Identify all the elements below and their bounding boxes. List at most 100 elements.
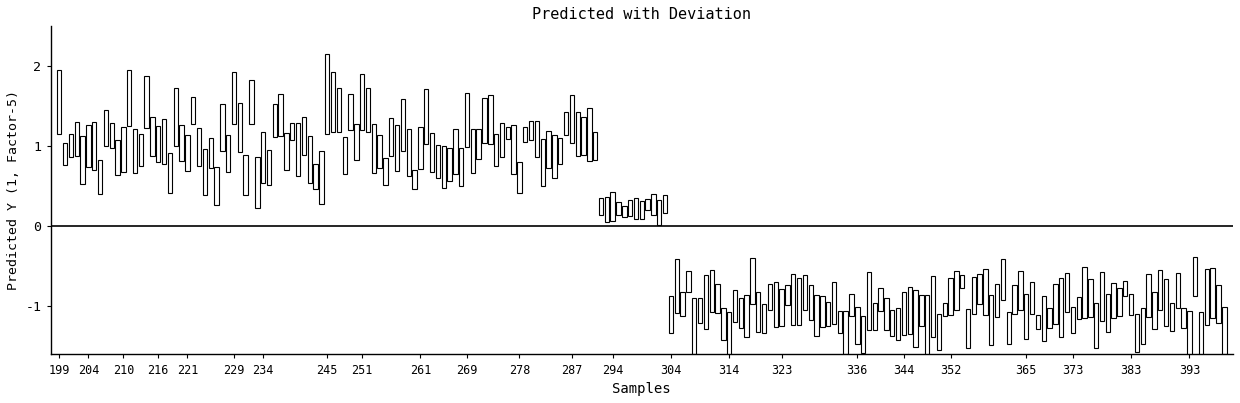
FancyBboxPatch shape <box>1035 315 1040 329</box>
FancyBboxPatch shape <box>301 117 306 156</box>
FancyBboxPatch shape <box>791 274 795 325</box>
FancyBboxPatch shape <box>1048 308 1052 328</box>
FancyBboxPatch shape <box>919 295 924 326</box>
FancyBboxPatch shape <box>861 316 866 353</box>
FancyBboxPatch shape <box>1141 308 1145 345</box>
FancyBboxPatch shape <box>296 123 300 176</box>
FancyBboxPatch shape <box>761 304 766 333</box>
FancyBboxPatch shape <box>476 129 481 159</box>
FancyBboxPatch shape <box>994 284 999 317</box>
FancyBboxPatch shape <box>663 195 667 213</box>
FancyBboxPatch shape <box>401 99 405 151</box>
FancyBboxPatch shape <box>983 270 988 315</box>
FancyBboxPatch shape <box>552 135 557 179</box>
FancyBboxPatch shape <box>325 54 330 134</box>
FancyBboxPatch shape <box>593 133 598 160</box>
FancyBboxPatch shape <box>785 285 790 305</box>
FancyBboxPatch shape <box>1083 267 1086 318</box>
FancyBboxPatch shape <box>977 274 982 304</box>
FancyBboxPatch shape <box>575 112 580 156</box>
FancyBboxPatch shape <box>646 199 650 210</box>
FancyBboxPatch shape <box>739 298 743 328</box>
FancyBboxPatch shape <box>1135 314 1140 352</box>
FancyBboxPatch shape <box>529 121 533 140</box>
FancyBboxPatch shape <box>441 146 446 188</box>
FancyBboxPatch shape <box>622 206 626 218</box>
FancyBboxPatch shape <box>418 127 423 169</box>
FancyBboxPatch shape <box>1187 311 1192 361</box>
FancyBboxPatch shape <box>348 94 352 130</box>
FancyBboxPatch shape <box>407 129 410 177</box>
FancyBboxPatch shape <box>489 95 492 144</box>
FancyBboxPatch shape <box>709 270 714 312</box>
FancyBboxPatch shape <box>459 148 464 186</box>
FancyBboxPatch shape <box>838 311 842 333</box>
FancyBboxPatch shape <box>162 119 166 164</box>
FancyBboxPatch shape <box>815 295 818 336</box>
FancyBboxPatch shape <box>174 88 179 146</box>
FancyBboxPatch shape <box>232 73 236 124</box>
FancyBboxPatch shape <box>139 134 143 166</box>
FancyBboxPatch shape <box>610 192 615 221</box>
FancyBboxPatch shape <box>867 272 872 330</box>
FancyBboxPatch shape <box>1199 312 1203 356</box>
FancyBboxPatch shape <box>511 125 516 174</box>
FancyBboxPatch shape <box>832 283 836 324</box>
FancyBboxPatch shape <box>104 110 108 146</box>
FancyBboxPatch shape <box>150 117 155 156</box>
FancyBboxPatch shape <box>413 170 417 189</box>
FancyBboxPatch shape <box>605 197 609 222</box>
FancyBboxPatch shape <box>657 200 661 225</box>
FancyBboxPatch shape <box>1111 283 1116 318</box>
FancyBboxPatch shape <box>273 104 277 137</box>
FancyBboxPatch shape <box>914 290 918 347</box>
FancyBboxPatch shape <box>627 200 632 216</box>
FancyBboxPatch shape <box>856 307 859 344</box>
FancyBboxPatch shape <box>668 296 673 333</box>
FancyBboxPatch shape <box>465 93 469 147</box>
FancyBboxPatch shape <box>145 77 149 128</box>
FancyBboxPatch shape <box>517 162 522 193</box>
FancyBboxPatch shape <box>722 308 725 340</box>
FancyBboxPatch shape <box>569 95 574 143</box>
FancyBboxPatch shape <box>931 276 935 337</box>
FancyBboxPatch shape <box>1100 272 1104 321</box>
FancyBboxPatch shape <box>1065 274 1069 312</box>
FancyBboxPatch shape <box>243 156 248 195</box>
FancyBboxPatch shape <box>750 258 755 304</box>
FancyBboxPatch shape <box>337 87 341 133</box>
FancyBboxPatch shape <box>68 134 73 157</box>
FancyBboxPatch shape <box>843 312 848 354</box>
FancyBboxPatch shape <box>972 277 976 314</box>
FancyBboxPatch shape <box>87 125 91 167</box>
FancyBboxPatch shape <box>1106 294 1110 332</box>
Y-axis label: Predicted Y (1, Factor-5): Predicted Y (1, Factor-5) <box>7 90 20 290</box>
FancyBboxPatch shape <box>197 127 201 166</box>
FancyBboxPatch shape <box>500 123 505 157</box>
FancyBboxPatch shape <box>314 164 317 189</box>
FancyBboxPatch shape <box>1147 274 1151 317</box>
FancyBboxPatch shape <box>308 136 312 183</box>
FancyBboxPatch shape <box>319 152 324 204</box>
FancyBboxPatch shape <box>936 314 941 350</box>
FancyBboxPatch shape <box>424 89 429 143</box>
FancyBboxPatch shape <box>1216 285 1220 323</box>
FancyBboxPatch shape <box>1059 278 1064 337</box>
X-axis label: Samples: Samples <box>613 382 671 396</box>
FancyBboxPatch shape <box>1169 303 1174 331</box>
FancyBboxPatch shape <box>1128 294 1133 316</box>
FancyBboxPatch shape <box>990 295 993 345</box>
FancyBboxPatch shape <box>249 79 254 125</box>
FancyBboxPatch shape <box>547 131 551 168</box>
FancyBboxPatch shape <box>202 149 207 195</box>
Title: Predicted with Deviation: Predicted with Deviation <box>532 7 751 22</box>
FancyBboxPatch shape <box>238 102 242 152</box>
FancyBboxPatch shape <box>74 122 79 156</box>
FancyBboxPatch shape <box>284 133 289 170</box>
FancyBboxPatch shape <box>377 135 382 168</box>
FancyBboxPatch shape <box>1007 312 1011 343</box>
FancyBboxPatch shape <box>115 140 120 174</box>
FancyBboxPatch shape <box>1182 308 1185 328</box>
FancyBboxPatch shape <box>290 123 294 140</box>
FancyBboxPatch shape <box>640 201 644 219</box>
